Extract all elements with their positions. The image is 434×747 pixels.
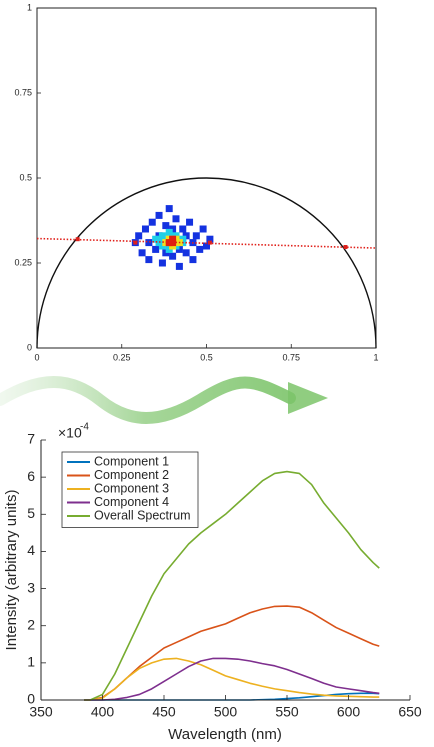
- arrow-body: [0, 376, 296, 424]
- density-point: [162, 222, 170, 230]
- y-tick-label: 5: [27, 505, 35, 521]
- series-line: [84, 470, 380, 701]
- density-point: [182, 249, 190, 257]
- density-point: [199, 225, 207, 233]
- y-tick-label: 2: [27, 616, 35, 632]
- density-point: [179, 225, 187, 233]
- y-multiplier-base: ×10: [58, 425, 82, 441]
- x-tick-label: 0: [34, 352, 39, 362]
- density-point: [141, 225, 149, 233]
- x-tick-label: 350: [29, 704, 53, 720]
- density-point: [189, 256, 197, 264]
- density-point: [155, 211, 163, 219]
- density-point: [158, 232, 166, 240]
- x-tick-label: 0.25: [113, 352, 131, 362]
- y-tick-label: 1: [27, 654, 35, 670]
- x-tick-label: 450: [152, 704, 176, 720]
- density-point: [148, 218, 156, 226]
- y-tick-label: 0.5: [19, 172, 32, 182]
- series-line: [84, 657, 380, 701]
- marker: [343, 245, 348, 250]
- legend-label: Overall Spectrum: [94, 508, 191, 522]
- x-tick-label: 650: [398, 704, 422, 720]
- density-point: [172, 215, 180, 223]
- density-point: [196, 245, 204, 253]
- x-tick-label: 500: [214, 704, 238, 720]
- marker: [207, 240, 212, 245]
- x-tick-label: 550: [275, 704, 299, 720]
- density-point: [192, 232, 200, 240]
- density-point: [203, 242, 210, 250]
- y-tick-label: 4: [27, 542, 35, 558]
- dotted-line: [36, 237, 377, 249]
- density-point: [186, 218, 194, 226]
- x-axis-label: Wavelength (nm): [168, 726, 282, 743]
- density-point: [145, 256, 153, 264]
- wavy-arrow: [0, 376, 328, 424]
- density-point: [175, 262, 183, 270]
- marker: [75, 237, 80, 242]
- density-point: [145, 239, 153, 247]
- y-tick-label: 7: [27, 431, 35, 447]
- legend-label: Component 3: [94, 481, 169, 495]
- density-point: [138, 249, 146, 257]
- marker: [133, 240, 138, 245]
- legend-label: Component 2: [94, 468, 169, 482]
- legend-label: Component 4: [94, 495, 169, 509]
- density-point: [165, 205, 173, 213]
- y-tick-label: 0: [27, 342, 32, 352]
- y-tick-label: 0.25: [14, 257, 32, 267]
- density-point: [135, 232, 143, 240]
- arrow-head: [288, 382, 328, 414]
- y-tick-label: 1: [27, 2, 32, 12]
- legend-label: Component 1: [94, 454, 169, 468]
- y-tick-label: 3: [27, 579, 35, 595]
- series-line: [84, 657, 380, 701]
- x-tick-label: 0.5: [200, 352, 213, 362]
- x-tick-label: 0.75: [282, 352, 300, 362]
- density-point: [165, 228, 173, 236]
- density-point: [206, 235, 214, 243]
- density-point: [169, 252, 177, 260]
- density-point: [158, 259, 166, 267]
- y-tick-label: 6: [27, 468, 35, 484]
- x-tick-label: 600: [337, 704, 361, 720]
- x-tick-label: 400: [91, 704, 115, 720]
- y-axis-label: Intensity (arbitrary units): [3, 490, 20, 651]
- y-multiplier-exponent: -4: [80, 422, 89, 433]
- x-tick-label: 1: [373, 352, 378, 362]
- y-tick-label: 0.75: [14, 87, 32, 97]
- universal-circle: [36, 177, 377, 349]
- y-tick-label: 0: [27, 691, 35, 707]
- density-point: [152, 245, 160, 253]
